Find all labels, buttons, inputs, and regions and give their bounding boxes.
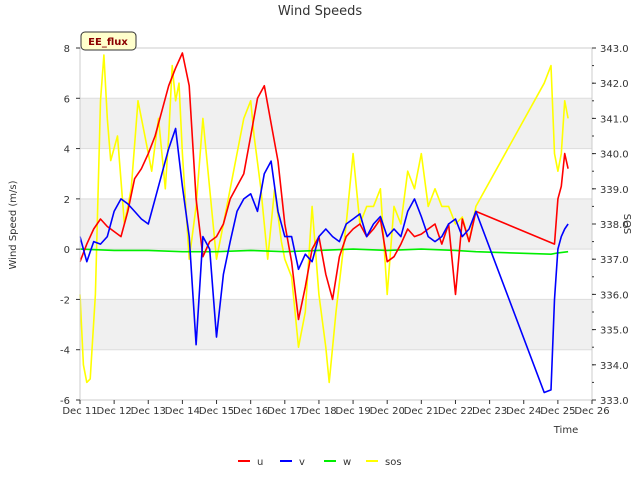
y2-tick-label: 339.0 [600,185,629,196]
y2-tick-label: 337.0 [600,255,629,266]
y-tick-label: 0 [64,245,70,256]
series-line-w [79,248,569,255]
x-tick-label: Dec 24 [506,406,541,417]
legend: u v w sos [238,457,402,468]
y-tick-label: -2 [60,295,70,306]
y2-tick-label: 333.0 [600,396,629,407]
x-tick-label: Dec 18 [301,406,336,417]
legend-label-sos: sos [385,457,402,468]
background-band [80,198,592,250]
y-tick-label: 6 [64,94,70,105]
y-axis-label: Wind Speed (m/s) [8,180,19,269]
x-tick-label: Dec 21 [404,406,439,417]
y2-tick-label: 340.0 [600,150,629,161]
y-tick-label: -6 [60,396,70,407]
legend-label-u: u [257,457,263,468]
site-badge: EE_flux [80,31,137,51]
series-lines [79,52,569,394]
x-tick-label: Dec 20 [370,406,405,417]
x-tick-label: Dec 23 [472,406,507,417]
y2-axis-ticks: 333.0 334.0 335.0 336.0 337.0 338.0 339.0 340.0… [592,44,629,407]
x-tick-label: Dec 17 [267,406,302,417]
x-tick-label: Dec 11 [62,406,97,417]
legend-label-w: w [343,457,351,468]
y2-tick-label: 341.0 [600,114,629,125]
legend-label-v: v [299,457,305,468]
x-tick-label: Dec 19 [335,406,370,417]
y-tick-label: 2 [64,195,70,206]
x-tick-label: Dec 25 [540,406,575,417]
y-tick-label: 4 [64,145,70,156]
x-tick-label: Dec 13 [131,406,166,417]
y2-tick-label: 335.0 [600,326,629,337]
series-line-v [79,127,569,394]
y2-axis-label: SOS [621,214,632,235]
x-tick-label: Dec 26 [574,406,609,417]
x-axis-label: Time [553,425,578,436]
y-axis-ticks: -6 -4 -2 0 2 4 6 8 [60,44,80,407]
x-tick-label: Dec 16 [233,406,268,417]
y2-tick-label: 343.0 [600,44,629,55]
background-band [80,98,592,149]
y2-tick-label: 342.0 [600,79,629,90]
x-tick-label: Dec 12 [97,406,132,417]
site-badge-label: EE_flux [88,37,128,48]
series-line-sos [79,54,569,384]
x-tick-label: Dec 22 [438,406,473,417]
y2-tick-label: 336.0 [600,290,629,301]
y2-tick-label: 334.0 [600,361,629,372]
x-tick-label: Dec 14 [165,406,200,417]
y2-tick-label: 338.0 [600,220,629,231]
x-tick-label: Dec 15 [199,406,234,417]
y-tick-label: 8 [64,44,70,55]
series-line-u [79,52,569,321]
chart-title: Wind Speeds [278,4,363,19]
y-tick-label: -4 [60,346,70,357]
